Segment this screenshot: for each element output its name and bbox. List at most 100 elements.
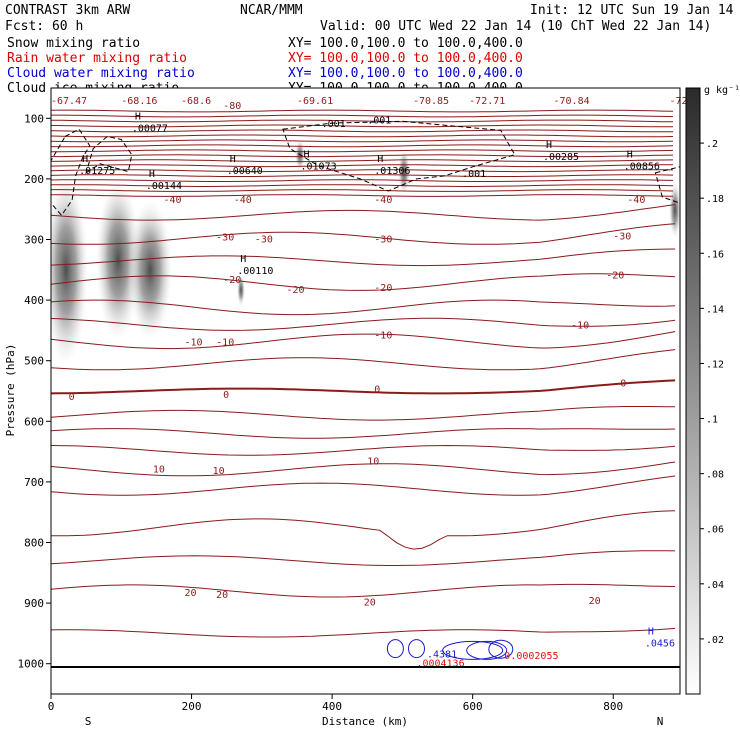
isotherm-line xyxy=(51,194,674,197)
temperature-label: 20 xyxy=(364,597,376,608)
temperature-label: 0 xyxy=(374,385,380,396)
surface-value-label: .4381 xyxy=(427,649,457,660)
temperature-label: 10 xyxy=(153,465,165,476)
max-value-label: .00144 xyxy=(146,181,182,192)
max-value-label: .00285 xyxy=(543,152,579,163)
ice-contour xyxy=(51,128,91,217)
plot-frame xyxy=(50,87,681,695)
temperature-label: -20 xyxy=(223,275,241,286)
temperature-label: 0 xyxy=(69,392,75,403)
isotherm-line xyxy=(51,299,676,316)
temperature-label: -10 xyxy=(571,320,589,331)
y-tick-label: 500 xyxy=(24,355,44,368)
max-value-label: .00077 xyxy=(132,123,168,134)
max-symbol: H xyxy=(377,154,383,165)
y-tick-label: 1000 xyxy=(18,658,45,671)
cloud-water-contour xyxy=(442,640,504,660)
y-tick-label: 600 xyxy=(24,415,44,428)
max-symbol: H xyxy=(230,154,236,165)
temperature-label: 20 xyxy=(589,596,601,607)
cloud-water-contour xyxy=(408,639,425,659)
field-name-cloud-water: Cloud water mixing ratio xyxy=(7,66,195,81)
ice-contour xyxy=(282,120,516,192)
isotherm-line xyxy=(51,159,674,163)
cloud-ice-contours xyxy=(51,120,680,217)
isotherm-line xyxy=(51,223,676,245)
colorbar-tick-label: .02 xyxy=(706,635,724,646)
x-tick-label: 200 xyxy=(182,700,202,713)
temperature-label: -20 xyxy=(606,271,624,282)
temperature-label: -30 xyxy=(613,231,631,242)
isotherm-line xyxy=(51,179,674,182)
isotherm-line xyxy=(51,144,674,148)
max-value-label: .0456 xyxy=(645,638,675,649)
colorbar-tick-label: .16 xyxy=(706,249,724,260)
org-label: NCAR/MMM xyxy=(240,3,303,18)
cloud-water-contour xyxy=(386,639,404,659)
isotherm-line xyxy=(51,627,676,638)
isotherm-line xyxy=(51,317,676,331)
max-symbol: H xyxy=(240,254,246,265)
ice-contour xyxy=(654,166,680,204)
snow-core-5 xyxy=(398,150,410,194)
isotherm-line xyxy=(51,583,676,598)
temperature-label: -72. xyxy=(669,96,693,107)
init-time: Init: 12 UTC Sun 19 Jan 14 xyxy=(530,3,734,18)
temperature-label: -70.85 xyxy=(413,96,449,107)
colorbar-ramp xyxy=(685,87,701,695)
temperature-label: 10 xyxy=(213,466,225,477)
colorbar-tick-label: .06 xyxy=(706,525,724,536)
max-value-label: .00856 xyxy=(624,162,660,173)
max-symbol: H xyxy=(149,169,155,180)
temperature-label: -72.71 xyxy=(469,96,505,107)
isotherm-line xyxy=(51,379,676,395)
isotherm-line xyxy=(51,169,674,173)
temperature-contours xyxy=(51,109,676,638)
isotherm-line xyxy=(51,119,674,123)
isotherm-line xyxy=(51,184,674,187)
max-symbol: H xyxy=(135,111,141,122)
colorbar-tick-label: .1 xyxy=(706,415,718,426)
colorbar: .02 .04 .06 .08 .1 .12 .14 .16 .18 .2 g kg⁻¹ xyxy=(685,85,740,695)
isotherm-line xyxy=(51,149,674,153)
snow-core-6 xyxy=(669,182,680,238)
temperature-label: -70.84 xyxy=(553,96,589,107)
max-symbol: H xyxy=(648,626,654,637)
snow-core-4 xyxy=(237,274,245,306)
isotherm-line xyxy=(51,129,673,133)
isotherm-line xyxy=(51,124,673,128)
temperature-label: 10 xyxy=(367,457,379,468)
south-label: S xyxy=(85,715,92,728)
temperature-label: -10 xyxy=(216,337,234,348)
colorbar-ticks: .02 .04 .06 .08 .1 .12 .14 .16 .18 .2 xyxy=(700,139,724,646)
colorbar-tick-label: .2 xyxy=(706,139,718,150)
temperature-label: -10 xyxy=(374,331,392,342)
y-tick-label: 900 xyxy=(24,597,44,610)
max-value-label: .00110 xyxy=(237,266,273,277)
temperature-label: -20 xyxy=(374,283,392,294)
plot-area: -67.47 -68.16 -68.6 -80 -69.61 -70.85 -72.71 -7… xyxy=(50,87,694,695)
y-tick-label: 300 xyxy=(24,234,44,247)
isotherm-line xyxy=(51,475,676,496)
isotherm-line xyxy=(51,154,674,158)
snow-core-1 xyxy=(51,175,88,365)
isotherm-line xyxy=(51,109,674,113)
max-value-label: .01073 xyxy=(300,162,336,173)
field-name-rain: Rain water mixing ratio xyxy=(7,51,187,66)
temperature-label: -20 xyxy=(286,285,304,296)
temperature-label: 0 xyxy=(620,379,626,390)
near-surface-labels: .4381.0004136 0.0002055 xyxy=(416,649,558,669)
field-xy-cloud-water: XY= 100.0,100.0 to 100.0,400.0 xyxy=(288,66,523,81)
surface-value-label: 0.0002055 xyxy=(504,651,558,662)
y-tick-label: 800 xyxy=(24,537,44,550)
temperature-label: -69.61 xyxy=(297,96,333,107)
field-xy-rain: XY= 100.0,100.0 to 100.0,400.0 xyxy=(288,51,523,66)
temperature-label: -40 xyxy=(374,195,392,206)
colorbar-tick-label: .04 xyxy=(706,580,724,591)
cloud-water-contour xyxy=(488,639,514,659)
isotherm-line xyxy=(51,204,676,221)
distance-axis: 0 200 400 600 800 xyxy=(48,694,623,713)
max-symbol: H xyxy=(546,140,552,151)
valid-time: Valid: 00 UTC Wed 22 Jan 14 (10 ChT Wed … xyxy=(320,19,711,34)
temperature-label: -30 xyxy=(216,232,234,243)
